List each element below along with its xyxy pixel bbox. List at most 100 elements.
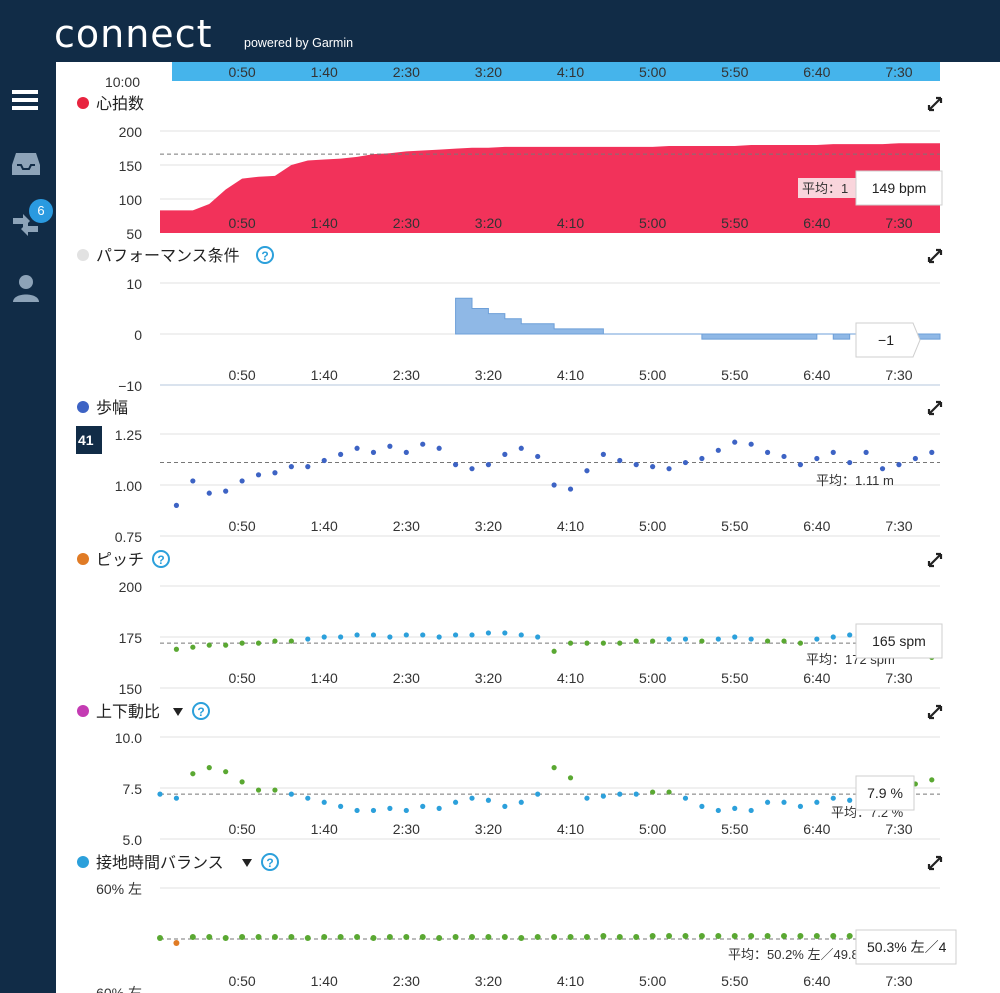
data-point[interactable] (813, 933, 820, 939)
data-point[interactable] (830, 795, 836, 801)
data-point[interactable] (239, 934, 246, 940)
data-point[interactable] (354, 934, 361, 940)
data-point[interactable] (305, 795, 311, 801)
help-icon[interactable]: ? (256, 246, 274, 264)
data-point[interactable] (436, 445, 442, 451)
data-point[interactable] (403, 449, 409, 455)
data-point[interactable] (206, 642, 212, 648)
data-point[interactable] (535, 791, 541, 797)
expand-icon[interactable] (927, 400, 943, 416)
data-point[interactable] (305, 464, 311, 470)
data-point[interactable] (190, 478, 196, 484)
data-point[interactable] (715, 447, 721, 453)
data-point[interactable] (830, 449, 836, 455)
expand-icon[interactable] (927, 704, 943, 720)
data-point[interactable] (223, 642, 229, 648)
data-point[interactable] (781, 933, 787, 939)
data-point[interactable] (847, 459, 853, 466)
data-point[interactable] (157, 935, 163, 941)
data-point[interactable] (370, 935, 377, 941)
data-point[interactable] (633, 638, 639, 644)
data-point[interactable] (584, 468, 590, 474)
connect-logo[interactable]: connect (54, 12, 213, 56)
data-point[interactable] (469, 934, 475, 940)
user-profile-icon[interactable] (8, 270, 44, 306)
data-point[interactable] (600, 451, 606, 457)
data-point[interactable] (567, 775, 574, 781)
data-point[interactable] (338, 803, 344, 809)
data-point[interactable] (255, 934, 262, 940)
data-point[interactable] (403, 934, 410, 940)
data-point[interactable] (633, 791, 639, 797)
data-point[interactable] (452, 462, 459, 468)
data-point[interactable] (847, 632, 853, 638)
data-point[interactable] (452, 799, 459, 805)
data-point[interactable] (387, 805, 393, 812)
data-point[interactable] (502, 803, 508, 809)
data-point[interactable] (338, 451, 344, 457)
data-point[interactable] (764, 799, 771, 805)
data-point[interactable] (239, 779, 245, 785)
data-point[interactable] (239, 640, 245, 646)
data-point[interactable] (797, 803, 804, 809)
data-point[interactable] (173, 940, 180, 946)
data-point[interactable] (223, 769, 229, 775)
data-point[interactable] (173, 646, 180, 652)
data-point[interactable] (387, 443, 393, 449)
data-point[interactable] (567, 934, 574, 940)
data-point[interactable] (666, 636, 672, 642)
data-point[interactable] (518, 445, 524, 451)
data-point[interactable] (535, 453, 541, 460)
data-point[interactable] (797, 462, 804, 468)
data-point[interactable] (305, 636, 311, 642)
data-point[interactable] (633, 462, 639, 468)
data-point[interactable] (288, 638, 294, 644)
data-point[interactable] (321, 457, 327, 464)
expand-icon[interactable] (927, 552, 943, 568)
data-point[interactable] (271, 934, 278, 940)
data-point[interactable] (403, 807, 409, 814)
data-point[interactable] (469, 632, 475, 638)
data-point[interactable] (518, 935, 525, 941)
data-point[interactable] (485, 797, 492, 803)
data-point[interactable] (223, 488, 229, 494)
expand-icon[interactable] (927, 248, 943, 264)
data-point[interactable] (715, 933, 722, 939)
data-point[interactable] (502, 630, 508, 636)
data-point[interactable] (830, 634, 836, 640)
data-point[interactable] (206, 765, 212, 771)
data-point[interactable] (929, 449, 935, 455)
data-point[interactable] (239, 478, 245, 484)
data-point[interactable] (469, 795, 475, 801)
data-point[interactable] (502, 451, 508, 457)
data-point[interactable] (748, 636, 754, 642)
data-point[interactable] (846, 933, 853, 939)
data-point[interactable] (420, 441, 426, 447)
data-point[interactable] (420, 632, 426, 638)
data-point[interactable] (583, 934, 590, 940)
gct-balance-dropdown-caret[interactable] (242, 859, 252, 867)
data-point[interactable] (436, 935, 443, 941)
data-point[interactable] (272, 787, 278, 793)
data-point[interactable] (190, 644, 196, 650)
heart-rate-area[interactable] (160, 143, 940, 233)
data-point[interactable] (682, 933, 689, 939)
data-point[interactable] (698, 933, 705, 939)
data-point[interactable] (732, 634, 738, 640)
data-point[interactable] (354, 632, 360, 638)
data-point[interactable] (847, 797, 853, 803)
data-point[interactable] (929, 777, 935, 783)
timeline-band[interactable] (172, 62, 940, 81)
data-point[interactable] (387, 634, 393, 640)
data-point[interactable] (485, 630, 492, 636)
data-point[interactable] (814, 636, 820, 642)
data-point[interactable] (419, 934, 426, 940)
data-point[interactable] (485, 934, 492, 940)
data-point[interactable] (370, 449, 377, 455)
data-point[interactable] (748, 933, 755, 939)
data-point[interactable] (255, 640, 262, 646)
data-point[interactable] (485, 462, 492, 468)
data-point[interactable] (666, 933, 673, 939)
data-point[interactable] (518, 799, 524, 805)
data-point[interactable] (896, 462, 902, 468)
